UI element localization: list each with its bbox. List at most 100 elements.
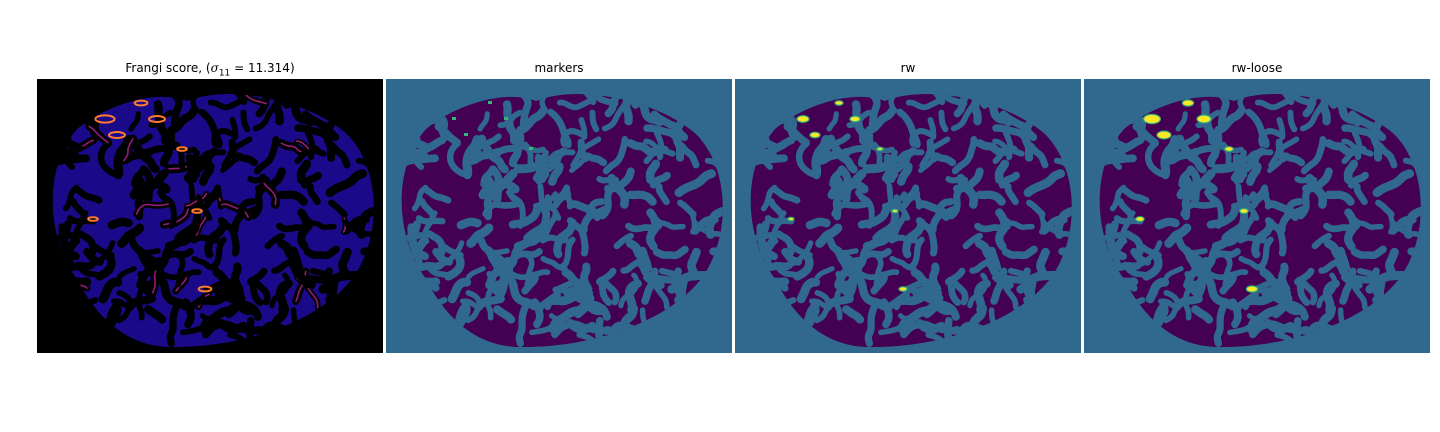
vessel-gap — [199, 162, 215, 186]
background-gap — [781, 247, 802, 266]
background-gap — [556, 98, 592, 111]
ridge-response — [232, 93, 267, 105]
background-gap — [1109, 184, 1127, 212]
background-gap — [1121, 186, 1150, 204]
background-gap — [795, 140, 815, 177]
vessel-gap — [156, 189, 177, 214]
background-gap — [641, 267, 659, 305]
vessel-gap — [153, 100, 170, 145]
background-gap — [846, 266, 858, 298]
background-gap — [522, 141, 535, 171]
vessel-gap — [217, 217, 240, 257]
vessel-gap — [174, 219, 201, 243]
vessel-gap — [166, 302, 181, 348]
background-gap — [474, 294, 505, 311]
vessel-gap — [186, 295, 206, 314]
background-gap — [705, 206, 723, 239]
vessel-gap — [75, 261, 102, 279]
background-gap — [537, 158, 548, 184]
vessel-gap — [277, 190, 308, 206]
background-gap — [608, 321, 637, 338]
background-gap — [893, 194, 911, 221]
vessel-gap — [128, 111, 141, 132]
ridge-response — [123, 138, 134, 162]
background-gap — [990, 267, 1008, 305]
vessel-gap — [207, 98, 243, 111]
background-gap — [1195, 266, 1207, 298]
background-gap — [426, 230, 446, 256]
background-gap — [1267, 156, 1286, 174]
segmented-vessel — [809, 131, 821, 139]
segmented-vessel — [1135, 216, 1145, 222]
background-gap — [1282, 152, 1306, 167]
background-gap — [998, 171, 1020, 189]
background-gap — [523, 219, 550, 243]
background-gap — [831, 200, 872, 218]
vessel-gap — [195, 194, 213, 221]
background-gap — [842, 305, 865, 324]
background-gap — [504, 241, 528, 273]
background-gap — [1300, 279, 1318, 306]
background-gap — [423, 186, 452, 204]
background-gap — [1294, 175, 1318, 184]
background-gap — [1385, 247, 1399, 279]
background-gap — [897, 162, 913, 186]
background-gap — [580, 262, 593, 293]
vessel-gap — [204, 184, 222, 205]
background-gap — [946, 276, 962, 307]
vessel-gap — [143, 169, 169, 204]
segmented-vessel — [1239, 208, 1249, 214]
background-gap — [1246, 162, 1262, 186]
background-gap — [1222, 252, 1233, 288]
background-gap — [645, 159, 661, 184]
marker-seed — [504, 117, 508, 120]
background-gap — [826, 236, 853, 277]
background-gap — [1002, 130, 1014, 160]
vessel-gap — [58, 223, 74, 268]
background-gap — [772, 186, 801, 204]
background-gap — [602, 279, 620, 306]
background-gap — [928, 93, 968, 107]
background-gap — [477, 236, 504, 277]
background-gap — [1305, 173, 1328, 209]
background-gap — [493, 305, 516, 324]
background-gap — [1164, 223, 1192, 248]
segmented-vessel — [849, 115, 861, 123]
vessel-gap — [264, 232, 285, 250]
background-gap — [1376, 142, 1398, 169]
background-gap — [1144, 140, 1164, 177]
vessel-gap — [110, 298, 132, 310]
background-gap — [1214, 105, 1246, 134]
background-gap — [873, 252, 884, 288]
vessel-gap — [209, 236, 227, 271]
background-gap — [548, 303, 587, 334]
rw-image — [735, 79, 1081, 353]
background-gap — [826, 111, 839, 132]
vessel-gap — [301, 110, 340, 142]
background-gap — [1122, 261, 1149, 279]
background-gap — [477, 111, 490, 132]
background-gap — [1351, 130, 1363, 160]
background-gap — [1259, 268, 1284, 296]
vessel-gap — [83, 247, 104, 266]
background-gap — [835, 271, 852, 299]
background-gap — [542, 211, 559, 240]
rw-loose-label-image — [1084, 79, 1430, 353]
frangi-panel-title: Frangi score, (σ11 = 11.314) — [125, 61, 295, 79]
background-gap — [1299, 96, 1329, 132]
vessel-gap — [117, 223, 145, 248]
background-gap — [815, 223, 843, 248]
background-gap — [560, 128, 587, 148]
background-gap — [956, 173, 979, 209]
background-gap — [468, 134, 487, 165]
background-gap — [872, 219, 899, 243]
background-gap — [1129, 240, 1163, 269]
background-gap — [1220, 141, 1233, 171]
vessel-gap — [232, 93, 248, 106]
vessel-gap — [253, 136, 280, 175]
background-gap — [992, 124, 1032, 148]
background-gap — [854, 189, 875, 214]
background-gap — [1372, 169, 1415, 198]
background-gap — [497, 266, 509, 298]
vessel-gap — [294, 124, 334, 148]
